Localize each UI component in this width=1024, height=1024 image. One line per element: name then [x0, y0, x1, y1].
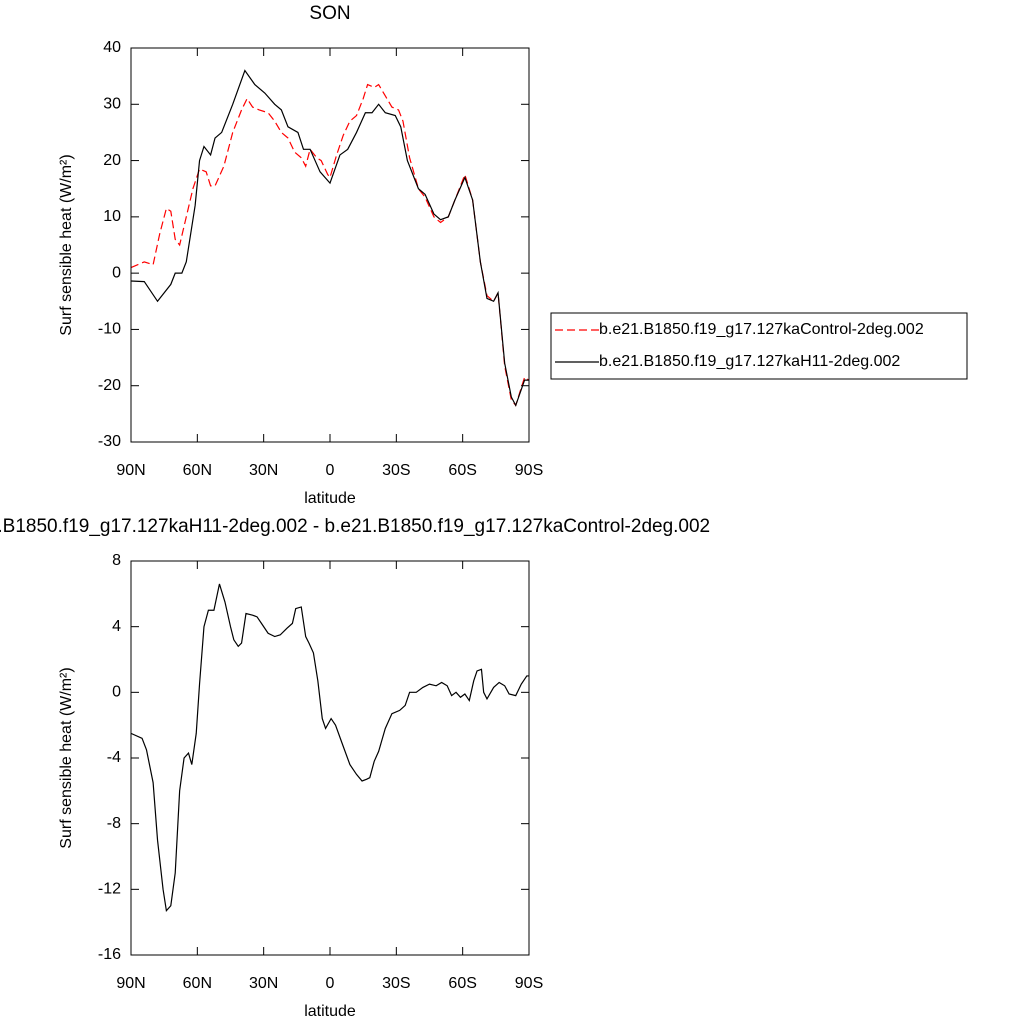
- x-tick-label: 90S: [515, 975, 543, 992]
- x-tick-label: 90S: [515, 462, 543, 479]
- x-tick-label: 30N: [249, 975, 278, 992]
- x-tick-label: 30S: [382, 462, 410, 479]
- x-tick-label: 60S: [448, 975, 476, 992]
- y-tick-label: 10: [103, 208, 121, 225]
- y-tick-label: 40: [103, 39, 121, 56]
- legend-box: [550, 312, 968, 380]
- x-tick-label: 60N: [183, 975, 212, 992]
- x-tick-label: 60S: [448, 462, 476, 479]
- chart-title: b.e21.B1850.f19_g17.127kaH11-2deg.002 - …: [0, 516, 710, 537]
- x-axis-label: latitude: [304, 1003, 356, 1020]
- plot-frame: [130, 560, 530, 956]
- legend-label: b.e21.B1850.f19_g17.127kaH11-2deg.002: [599, 353, 900, 370]
- y-axis-label: Surf sensible heat (W/m²): [58, 667, 75, 848]
- series-line: [130, 583, 529, 913]
- y-tick-label: -30: [98, 433, 121, 450]
- plot-frame: [130, 47, 530, 443]
- x-tick-label: 30S: [382, 975, 410, 992]
- x-tick-label: 30N: [249, 462, 278, 479]
- x-axis-label: latitude: [304, 490, 356, 507]
- y-tick-label: 20: [103, 152, 121, 169]
- y-tick-label: -8: [107, 815, 121, 832]
- y-tick-label: -4: [107, 749, 121, 766]
- y-tick-label: 30: [103, 96, 121, 113]
- y-tick-label: -10: [98, 321, 121, 338]
- x-tick-label: 0: [326, 975, 335, 992]
- x-tick-label: 90N: [116, 975, 145, 992]
- y-tick-label: -16: [98, 946, 121, 963]
- x-tick-label: 60N: [183, 462, 212, 479]
- chart-title: SON: [309, 3, 350, 24]
- x-tick-label: 0: [326, 462, 335, 479]
- y-tick-label: 0: [112, 684, 121, 701]
- series-line: [130, 69, 529, 407]
- y-axis-label: Surf sensible heat (W/m²): [58, 154, 75, 335]
- y-tick-label: 0: [112, 264, 121, 281]
- y-tick-label: 4: [112, 618, 121, 635]
- x-tick-label: 90N: [116, 462, 145, 479]
- legend-label: b.e21.B1850.f19_g17.127kaControl-2deg.00…: [599, 321, 924, 338]
- y-tick-label: -20: [98, 377, 121, 394]
- y-tick-label: -12: [98, 881, 121, 898]
- y-tick-label: 8: [112, 552, 121, 569]
- series-line: [130, 83, 530, 407]
